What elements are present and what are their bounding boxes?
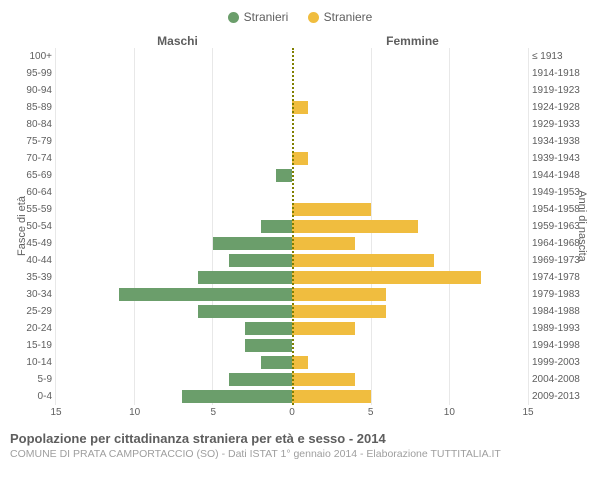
legend: Stranieri Straniere	[10, 10, 590, 26]
bar-male	[245, 322, 292, 335]
y-axis-label-left: Fasce di età	[16, 196, 28, 256]
x-tick: 5	[211, 407, 217, 418]
bar-male	[229, 254, 292, 267]
age-label: 70-74	[10, 150, 52, 167]
x-tick: 10	[129, 407, 140, 418]
header-male: Maschi	[10, 34, 295, 48]
header-female: Femmine	[295, 34, 590, 48]
bar-female	[292, 373, 355, 386]
birth-label: 1994-1998	[532, 337, 590, 354]
bars-area	[56, 48, 528, 405]
x-tick: 0	[289, 407, 295, 418]
birth-label: 1929-1933	[532, 116, 590, 133]
birth-label: 1979-1983	[532, 286, 590, 303]
bar-male	[261, 220, 292, 233]
age-label: 65-69	[10, 167, 52, 184]
birth-label: 1974-1978	[532, 269, 590, 286]
bar-female	[292, 237, 355, 250]
bar-male	[119, 288, 292, 301]
age-label: 95-99	[10, 65, 52, 82]
bar-female	[292, 271, 481, 284]
x-axis-ticks: 15105051015	[56, 407, 528, 421]
y-axis-label-right: Anni di nascita	[576, 190, 588, 262]
age-label: 85-89	[10, 99, 52, 116]
birth-label: 2004-2008	[532, 371, 590, 388]
bar-male	[213, 237, 292, 250]
legend-swatch-male	[228, 12, 239, 23]
age-label: 75-79	[10, 133, 52, 150]
x-tick: 15	[522, 407, 533, 418]
birth-label: 2009-2013	[532, 388, 590, 405]
bar-female	[292, 305, 386, 318]
birth-label: 1919-1923	[532, 82, 590, 99]
bar-male	[182, 390, 292, 403]
age-label: 90-94	[10, 82, 52, 99]
column-headers: Maschi Femmine	[10, 34, 590, 48]
age-label: 80-84	[10, 116, 52, 133]
age-label: 20-24	[10, 320, 52, 337]
bar-male	[198, 271, 292, 284]
age-label: 30-34	[10, 286, 52, 303]
birth-label: ≤ 1913	[532, 48, 590, 65]
bar-male	[276, 169, 292, 182]
age-label: 100+	[10, 48, 52, 65]
bar-female	[292, 288, 386, 301]
bar-female	[292, 220, 418, 233]
chart-area: Fasce di età 100+95-9990-9485-8980-8475-…	[10, 48, 590, 405]
birth-label: 1934-1938	[532, 133, 590, 150]
chart-subtitle: COMUNE DI PRATA CAMPORTACCIO (SO) - Dati…	[10, 448, 590, 460]
center-line	[292, 48, 294, 405]
bar-female	[292, 356, 308, 369]
bar-female	[292, 203, 371, 216]
bar-female	[292, 152, 308, 165]
birth-label: 1984-1988	[532, 303, 590, 320]
chart-title: Popolazione per cittadinanza straniera p…	[10, 431, 590, 446]
birth-label: 1924-1928	[532, 99, 590, 116]
legend-label-male: Stranieri	[244, 10, 289, 24]
birth-label: 1939-1943	[532, 150, 590, 167]
legend-swatch-female	[308, 12, 319, 23]
age-label: 15-19	[10, 337, 52, 354]
bar-female	[292, 254, 434, 267]
bar-male	[198, 305, 292, 318]
x-tick: 5	[368, 407, 374, 418]
age-label: 10-14	[10, 354, 52, 371]
x-tick: 10	[444, 407, 455, 418]
age-label: 25-29	[10, 303, 52, 320]
bar-male	[261, 356, 292, 369]
legend-label-female: Straniere	[324, 10, 373, 24]
legend-item-female: Straniere	[308, 10, 373, 24]
birth-label: 1944-1948	[532, 167, 590, 184]
bar-male	[245, 339, 292, 352]
bar-female	[292, 322, 355, 335]
x-axis: 15 10 5 0 5 10 15	[10, 407, 590, 421]
birth-label: 1999-2003	[532, 354, 590, 371]
bar-female	[292, 390, 371, 403]
age-label: 5-9	[10, 371, 52, 388]
birth-label: 1989-1993	[532, 320, 590, 337]
legend-item-male: Stranieri	[228, 10, 289, 24]
bar-female	[292, 101, 308, 114]
birth-label: 1914-1918	[532, 65, 590, 82]
age-label: 35-39	[10, 269, 52, 286]
bar-male	[229, 373, 292, 386]
age-label: 0-4	[10, 388, 52, 405]
x-tick: 15	[50, 407, 61, 418]
